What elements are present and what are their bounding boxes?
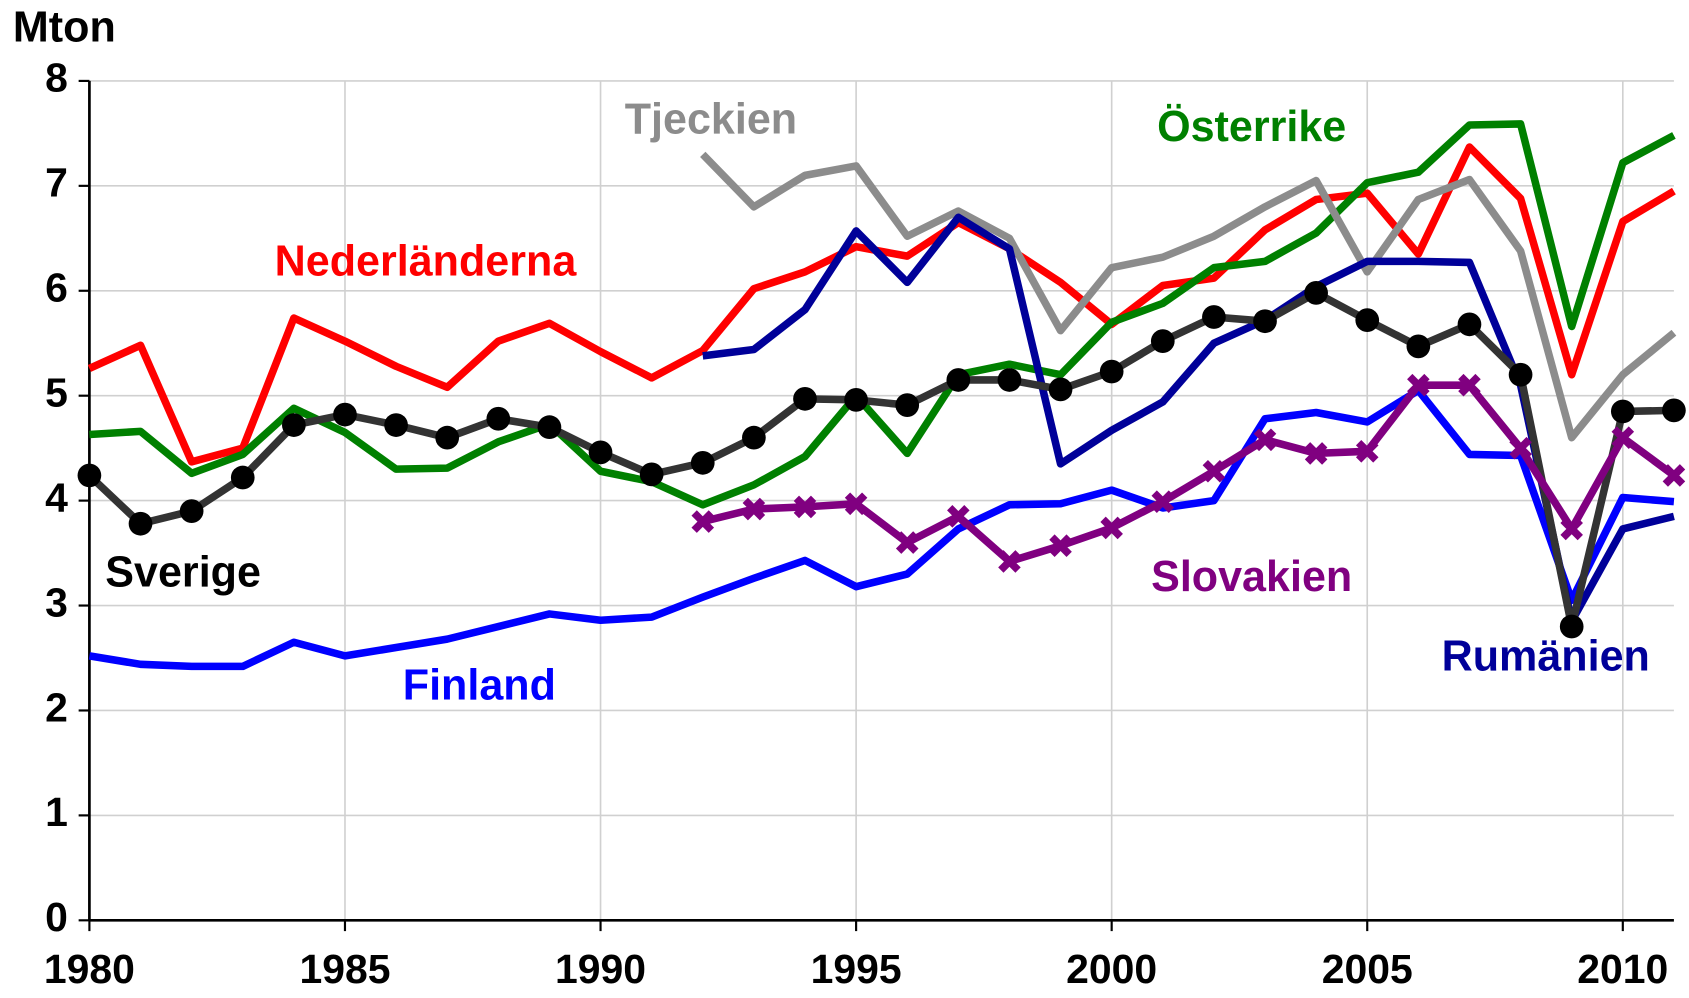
data-point (1150, 329, 1175, 354)
data-point (1202, 459, 1226, 483)
data-point (1202, 305, 1226, 329)
data-point (946, 368, 971, 392)
data-point (1509, 436, 1532, 460)
data-point (486, 406, 511, 431)
data-point (1559, 614, 1584, 639)
x-tick-label: 2005 (1322, 946, 1413, 992)
legend-label: Rumänien (1442, 633, 1650, 681)
legend-label: Slovakien (1151, 553, 1352, 601)
data-point (1355, 440, 1379, 463)
y-tick-label: 0 (45, 894, 68, 940)
data-point (1560, 517, 1583, 541)
data-point (1304, 442, 1328, 465)
data-point (1304, 280, 1328, 305)
data-point (844, 492, 868, 516)
data-point (793, 495, 817, 519)
data-point (947, 505, 970, 528)
x-tick-label: 2010 (1577, 946, 1668, 992)
y-tick-label: 3 (45, 579, 68, 625)
data-point (1048, 377, 1073, 402)
x-tick-label: 1980 (44, 946, 135, 992)
data-point (742, 497, 766, 521)
data-point (1610, 399, 1635, 424)
data-point (384, 413, 408, 437)
legend-label: Nederländerna (275, 238, 578, 286)
data-point (844, 388, 868, 412)
data-point (179, 499, 204, 523)
data-point (998, 550, 1021, 573)
y-tick-label: 6 (45, 265, 68, 311)
data-point (1355, 308, 1380, 333)
data-point (1100, 516, 1123, 540)
y-tick-label: 2 (45, 684, 68, 730)
y-axis-label: Mton (13, 4, 116, 52)
data-point (793, 386, 817, 411)
data-point (997, 368, 1022, 392)
data-point (282, 413, 306, 437)
data-point (1253, 309, 1277, 334)
series-line (700, 151, 1677, 442)
y-tick-label: 4 (45, 474, 68, 520)
data-point (128, 511, 153, 536)
x-tick-label: 1985 (299, 946, 390, 992)
data-point (1407, 373, 1430, 397)
data-point (1457, 312, 1482, 337)
data-point (1049, 534, 1072, 558)
data-point (742, 425, 766, 450)
data-point (691, 510, 715, 533)
data-point (1151, 490, 1175, 513)
legend-label: Tjeckien (625, 95, 797, 143)
data-point (537, 415, 562, 440)
data-point (1662, 398, 1686, 423)
data-point (230, 465, 255, 490)
data-point (895, 393, 920, 418)
data-point (435, 425, 460, 450)
data-point (1253, 428, 1277, 452)
y-tick-label: 5 (45, 369, 68, 415)
x-tick-label: 1990 (555, 946, 646, 992)
legend-label: Finland (403, 662, 556, 710)
data-point (639, 462, 664, 487)
data-point (1099, 359, 1124, 384)
data-point (333, 402, 357, 427)
data-point (77, 463, 102, 488)
data-point (690, 450, 715, 475)
data-point (588, 440, 613, 465)
series-line (89, 120, 1676, 509)
data-point (1458, 373, 1481, 397)
data-point (1611, 426, 1635, 449)
data-point (1662, 464, 1686, 487)
data-point (1406, 334, 1431, 359)
legend-label: Österrike (1157, 103, 1346, 151)
x-tick-label: 2000 (1066, 946, 1157, 992)
data-point (1508, 362, 1533, 387)
data-point (895, 531, 919, 554)
series-line (88, 386, 1675, 671)
y-tick-label: 1 (45, 789, 68, 835)
y-tick-label: 7 (45, 160, 68, 206)
x-tick-label: 1995 (811, 946, 902, 992)
legend-label: Sverige (105, 548, 261, 596)
y-tick-label: 8 (45, 55, 68, 101)
